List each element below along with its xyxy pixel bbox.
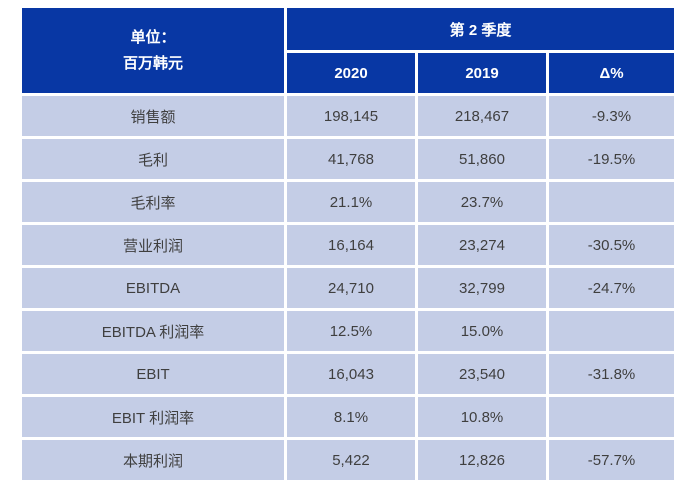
value-cell-2019: 23,540 bbox=[418, 354, 546, 394]
value-cell-2020: 41,768 bbox=[287, 139, 415, 179]
value-cell-delta: -57.7% bbox=[549, 440, 674, 480]
row-label-cell: 营业利润 bbox=[22, 225, 284, 265]
value-cell-2020: 198,145 bbox=[287, 96, 415, 136]
value-cell-2019: 12,826 bbox=[418, 440, 546, 480]
value-cell-2019: 15.0% bbox=[418, 311, 546, 351]
row-label-cell: 销售额 bbox=[22, 96, 284, 136]
column-header-2020: 2020 bbox=[287, 53, 415, 93]
value-cell-delta: -31.8% bbox=[549, 354, 674, 394]
row-label-cell: EBITDA bbox=[22, 268, 284, 308]
value-cell-2020: 24,710 bbox=[287, 268, 415, 308]
value-cell-delta: -9.3% bbox=[549, 96, 674, 136]
value-cell-2020: 21.1% bbox=[287, 182, 415, 222]
value-cell-2020: 8.1% bbox=[287, 397, 415, 437]
row-label-cell: EBIT bbox=[22, 354, 284, 394]
unit-label-line2: 百万韩元 bbox=[122, 54, 183, 72]
value-cell-2020: 16,043 bbox=[287, 354, 415, 394]
value-cell-delta bbox=[549, 397, 674, 437]
row-label-cell: EBIT 利润率 bbox=[22, 397, 284, 437]
value-cell-2019: 10.8% bbox=[418, 397, 546, 437]
column-header-delta-pct: Δ% bbox=[549, 53, 674, 93]
row-label-cell: 毛利 bbox=[22, 139, 284, 179]
unit-label-line1: 单位： bbox=[130, 29, 176, 46]
value-cell-delta bbox=[549, 311, 674, 351]
value-cell-2019: 218,467 bbox=[418, 96, 546, 136]
value-cell-2019: 51,860 bbox=[418, 139, 546, 179]
value-cell-2019: 23,274 bbox=[418, 225, 546, 265]
value-cell-delta: -24.7% bbox=[549, 268, 674, 308]
value-cell-2019: 32,799 bbox=[418, 268, 546, 308]
value-cell-2020: 5,422 bbox=[287, 440, 415, 480]
row-label-cell: EBITDA 利润率 bbox=[22, 311, 284, 351]
value-cell-delta bbox=[549, 182, 674, 222]
quarter-header-cell: 第 2 季度 bbox=[287, 8, 674, 50]
value-cell-delta: -19.5% bbox=[549, 139, 674, 179]
unit-header-cell: 单位： 百万韩元 bbox=[22, 8, 284, 93]
value-cell-2020: 12.5% bbox=[287, 311, 415, 351]
value-cell-delta: -30.5% bbox=[549, 225, 674, 265]
value-cell-2020: 16,164 bbox=[287, 225, 415, 265]
row-label-cell: 毛利率 bbox=[22, 182, 284, 222]
financial-summary-table: 单位： 百万韩元 第 2 季度 2020 2019 Δ% 销售额 198,145… bbox=[22, 8, 674, 483]
row-label-cell: 本期利润 bbox=[22, 440, 284, 480]
value-cell-2019: 23.7% bbox=[418, 182, 546, 222]
column-header-2019: 2019 bbox=[418, 53, 546, 93]
